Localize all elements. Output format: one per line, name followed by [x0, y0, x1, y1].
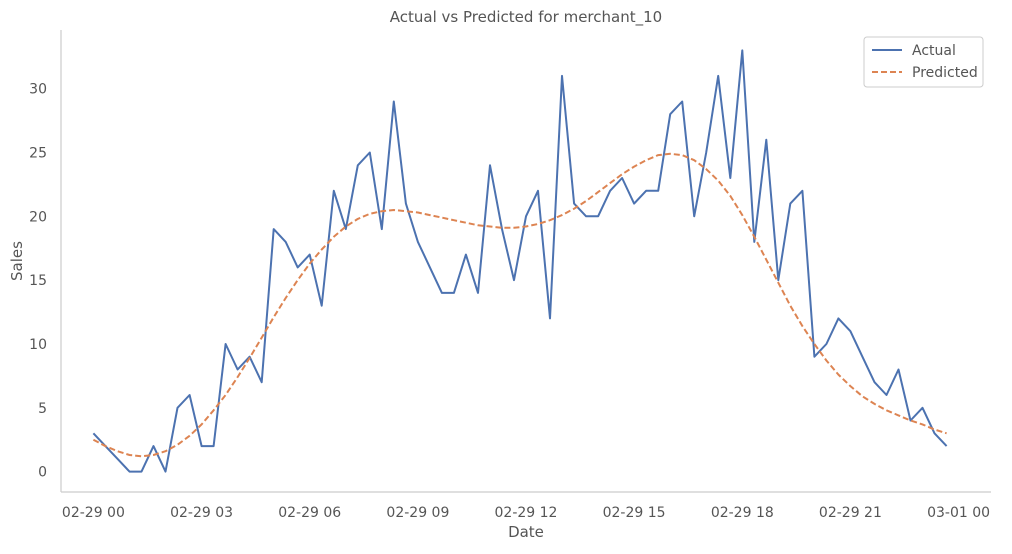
x-tick-labels: 02-29 00 02-29 03 02-29 06 02-29 09 02-29 12…: [62, 505, 990, 521]
y-tick-label: 30: [29, 82, 47, 98]
y-tick-label: 20: [29, 209, 47, 225]
y-tick-label: 25: [29, 146, 47, 162]
chart-title: Actual vs Predicted for merchant_10: [390, 8, 662, 27]
series-layer: [92, 49, 948, 473]
x-tick-label: 02-29 00: [62, 505, 125, 521]
x-tick-label: 02-29 06: [278, 505, 341, 521]
y-tick-label: 15: [29, 273, 47, 289]
legend-actual-label: Actual: [912, 43, 956, 59]
y-tick-label: 5: [38, 401, 47, 417]
y-tick-label: 10: [29, 337, 47, 353]
axes: [60, 30, 991, 493]
legend: Actual Predicted: [863, 36, 984, 88]
x-tick-label: 03-01 00: [927, 505, 990, 521]
x-tick-label: 02-29 18: [711, 505, 774, 521]
legend-predicted-label: Predicted: [912, 65, 978, 81]
series-line-actual: [92, 49, 948, 473]
x-axis-label: Date: [508, 523, 544, 541]
y-tick-label: 0: [38, 465, 47, 481]
x-tick-label: 02-29 12: [495, 505, 558, 521]
series-line-predicted: [92, 152, 947, 458]
x-tick-label: 02-29 21: [819, 505, 882, 521]
x-tick-label: 02-29 15: [603, 505, 666, 521]
y-tick-labels: 0 5 10 15 20 25 30: [29, 82, 47, 481]
x-tick-label: 02-29 09: [386, 505, 449, 521]
x-tick-label: 02-29 03: [170, 505, 233, 521]
y-axis-label: Sales: [8, 241, 26, 281]
